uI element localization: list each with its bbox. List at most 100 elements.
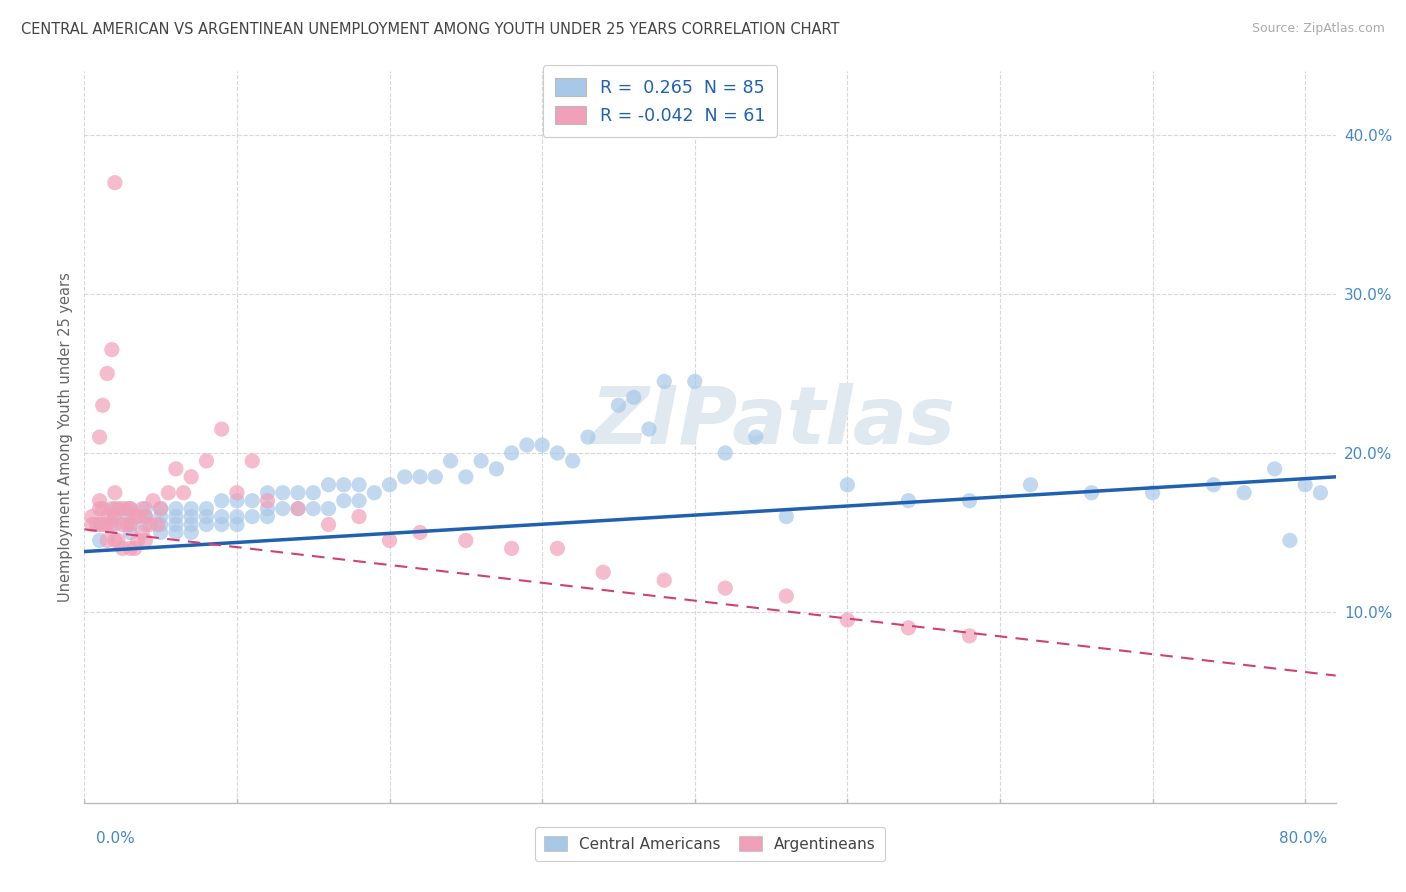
Point <box>409 525 432 540</box>
Point <box>394 470 416 484</box>
Point <box>96 509 118 524</box>
Point <box>302 485 325 500</box>
Point <box>485 462 508 476</box>
Point <box>120 501 142 516</box>
Point <box>180 517 202 532</box>
Point <box>959 493 981 508</box>
Point <box>131 525 153 540</box>
Point <box>302 501 325 516</box>
Point <box>120 517 142 532</box>
Point <box>652 375 675 389</box>
Point <box>287 501 309 516</box>
Point <box>180 470 202 484</box>
Point <box>1264 462 1286 476</box>
Point <box>195 454 218 468</box>
Point <box>546 446 568 460</box>
Point <box>80 517 103 532</box>
Text: 0.0%: 0.0% <box>96 831 135 846</box>
Point <box>607 398 630 412</box>
Point <box>111 541 134 556</box>
Point <box>226 493 249 508</box>
Point <box>107 533 129 548</box>
Point <box>409 470 432 484</box>
Point <box>256 509 278 524</box>
Point <box>425 470 447 484</box>
Point <box>561 454 583 468</box>
Point <box>1294 477 1316 491</box>
Point <box>101 517 124 532</box>
Text: ZIPatlas: ZIPatlas <box>591 384 955 461</box>
Point <box>134 509 156 524</box>
Point <box>837 477 859 491</box>
Point <box>149 509 172 524</box>
Point <box>211 509 233 524</box>
Point <box>959 629 981 643</box>
Point <box>107 501 129 516</box>
Point <box>211 493 233 508</box>
Legend: Central Americans, Argentineans: Central Americans, Argentineans <box>534 827 886 861</box>
Point <box>287 501 309 516</box>
Point <box>89 493 111 508</box>
Point <box>211 422 233 436</box>
Point <box>104 485 127 500</box>
Y-axis label: Unemployment Among Youth under 25 years: Unemployment Among Youth under 25 years <box>58 272 73 602</box>
Point <box>149 525 172 540</box>
Point <box>173 485 195 500</box>
Point <box>96 517 118 532</box>
Point <box>134 501 156 516</box>
Point <box>1019 477 1042 491</box>
Point <box>226 517 249 532</box>
Point <box>1278 533 1301 548</box>
Point <box>1202 477 1225 491</box>
Point <box>104 501 127 516</box>
Point <box>287 485 309 500</box>
Point <box>318 501 340 516</box>
Point <box>134 517 156 532</box>
Point <box>638 422 661 436</box>
Point <box>104 533 127 548</box>
Point <box>1233 485 1256 500</box>
Point <box>592 566 614 580</box>
Point <box>226 485 249 500</box>
Point <box>1080 485 1102 500</box>
Point <box>347 477 370 491</box>
Point <box>1142 485 1164 500</box>
Point <box>454 470 477 484</box>
Point <box>501 446 523 460</box>
Point <box>120 525 142 540</box>
Text: 80.0%: 80.0% <box>1279 831 1327 846</box>
Point <box>775 509 797 524</box>
Point <box>347 493 370 508</box>
Point <box>195 501 218 516</box>
Text: Source: ZipAtlas.com: Source: ZipAtlas.com <box>1251 22 1385 36</box>
Point <box>180 509 202 524</box>
Point <box>89 501 111 516</box>
Point <box>454 533 477 548</box>
Point <box>378 533 401 548</box>
Point <box>120 501 142 516</box>
Point <box>104 509 127 524</box>
Point <box>111 517 134 532</box>
Point <box>157 485 180 500</box>
Point <box>91 398 114 412</box>
Point <box>240 454 263 468</box>
Point <box>111 501 134 516</box>
Point <box>104 176 127 190</box>
Point <box>180 501 202 516</box>
Point <box>104 509 127 524</box>
Point <box>1309 485 1331 500</box>
Point <box>683 375 706 389</box>
Point <box>149 501 172 516</box>
Point <box>318 517 340 532</box>
Point <box>165 509 187 524</box>
Point <box>240 493 263 508</box>
Point <box>837 613 859 627</box>
Point <box>134 533 156 548</box>
Point <box>576 430 599 444</box>
Point <box>363 485 385 500</box>
Point <box>211 517 233 532</box>
Point <box>256 485 278 500</box>
Point <box>333 493 356 508</box>
Point <box>256 493 278 508</box>
Point <box>134 509 156 524</box>
